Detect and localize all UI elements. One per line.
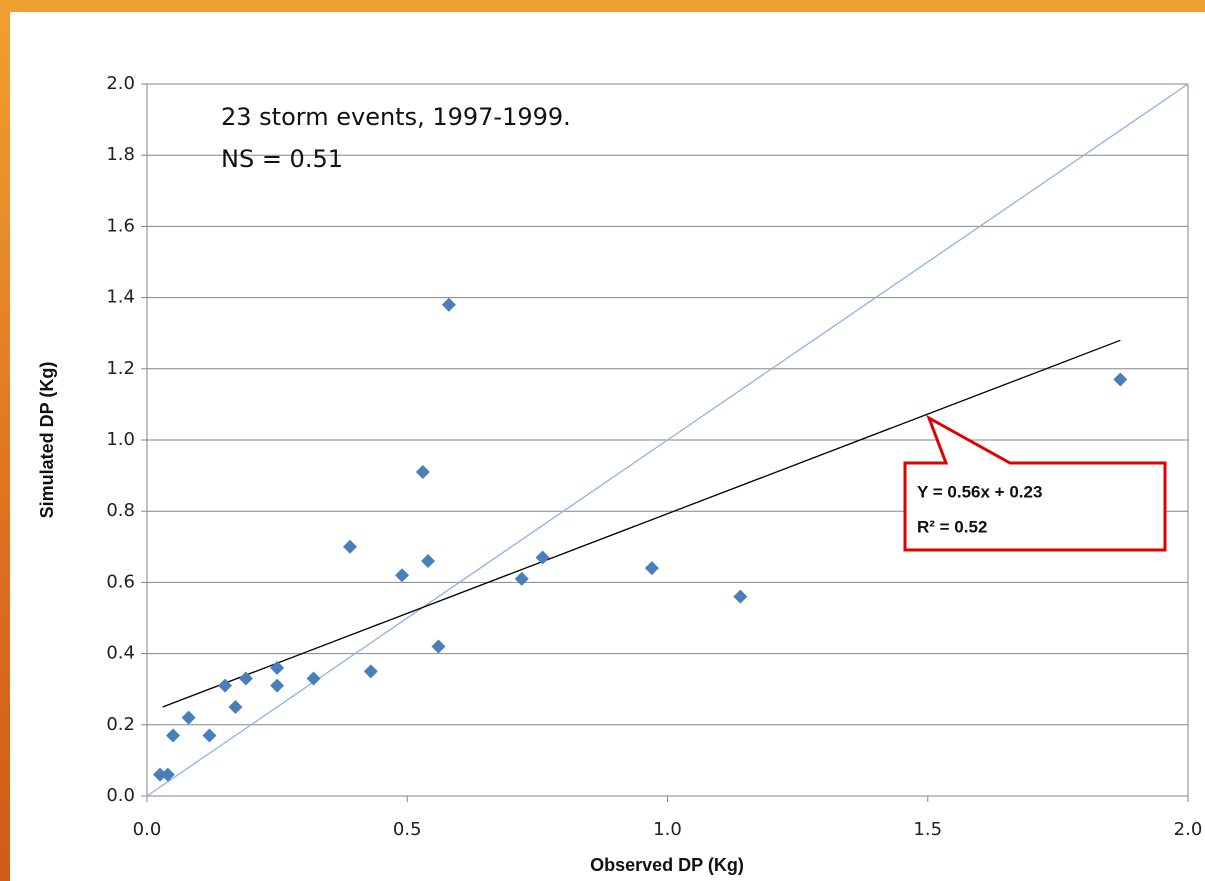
point [228,700,243,714]
point [441,297,456,312]
point [363,664,378,679]
y-tick-label: 0.2 [106,714,135,735]
x-tick-label: 0.5 [393,819,422,840]
point [270,678,285,693]
slide-background [10,12,1205,881]
point [166,728,181,743]
marks [146,83,1189,797]
point [395,568,410,583]
y-tick-label: 1.0 [106,429,135,450]
point [306,671,321,686]
trend-equation: Y = 0.56x + 0.23 [917,482,1042,501]
point [202,728,217,743]
y-tick-label: 0.8 [106,500,135,521]
point [342,539,357,554]
point [181,710,196,725]
point [415,465,430,480]
x-axis-title: Observed DP (Kg) [590,855,744,875]
y-tick-label: 1.2 [106,358,135,379]
point [238,671,253,686]
point [421,554,436,569]
reference-line [146,83,1189,797]
point [733,589,748,604]
annotation: 23 storm events, 1997-1999. [221,103,571,131]
trendline [162,339,1121,708]
point [535,550,550,565]
y-tick-label: 0.0 [106,785,135,806]
x-tick-label: 0.0 [133,819,162,840]
point [1113,372,1128,387]
point [160,767,175,782]
x-tick-label: 1.0 [653,819,682,840]
annotation: NS = 0.51 [221,145,343,173]
y-tick-label: 1.6 [106,215,135,236]
y-tick-label: 1.8 [106,144,135,165]
point [218,678,233,693]
point [431,639,446,654]
y-tick-label: 2.0 [106,73,135,94]
x-tick-label: 1.5 [913,819,942,840]
point [514,571,529,586]
y-axis-title: Simulated DP (Kg) [37,362,57,519]
trend-r2: R² = 0.52 [917,517,987,536]
point [644,561,659,576]
x-tick-label: 2.0 [1174,819,1203,840]
plot-border [146,83,1189,797]
y-tick-label: 1.4 [106,287,135,308]
point [153,767,168,782]
y-tick-label: 0.6 [106,571,135,592]
callout [903,414,1167,552]
y-tick-label: 0.4 [106,643,135,664]
point [270,660,285,675]
